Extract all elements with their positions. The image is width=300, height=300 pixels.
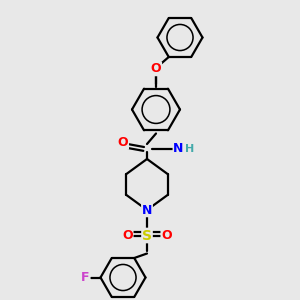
Text: O: O [161,229,172,242]
Text: F: F [81,271,90,284]
Text: S: S [142,229,152,242]
Text: H: H [185,143,194,154]
Text: N: N [173,142,184,155]
Text: N: N [142,203,152,217]
Text: O: O [118,136,128,149]
Text: O: O [122,229,133,242]
Text: O: O [151,62,161,76]
